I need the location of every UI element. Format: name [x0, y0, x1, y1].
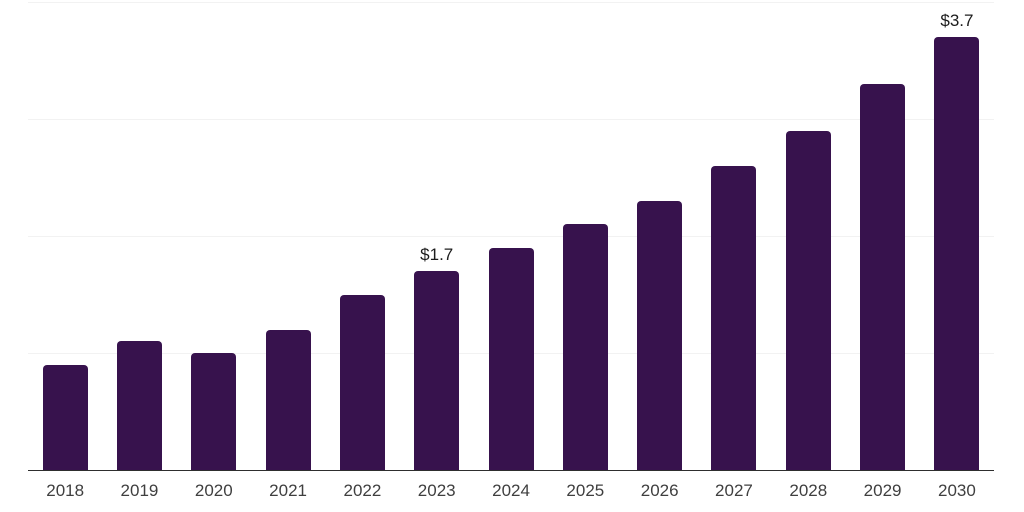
- x-axis-label-2022: 2022: [343, 481, 382, 500]
- bar-2019: [116, 341, 162, 470]
- bar-column-2023: $1.7: [400, 2, 474, 470]
- bar-2025: [562, 224, 608, 470]
- bar-2027: [711, 165, 757, 470]
- gridline-3: [28, 119, 994, 120]
- x-axis-label-2023: 2023: [417, 481, 456, 500]
- bar-column-2026: [623, 2, 697, 470]
- bar-column-2019: [102, 2, 176, 470]
- bar-column-2027: [697, 2, 771, 470]
- bar-2018: [42, 364, 88, 470]
- bar-column-2025: [548, 2, 622, 470]
- bar-2029: [860, 83, 906, 470]
- bar-2022: [339, 294, 385, 470]
- bar-2024: [488, 247, 534, 470]
- x-axis-labels: 2018 2019 2020 2021 2022 2023 2024 2025 2026 2027…: [28, 481, 994, 501]
- x-axis-label-2020: 2020: [194, 481, 233, 500]
- gridline-2: [28, 236, 994, 237]
- bar-column-2020: [177, 2, 251, 470]
- x-axis-label-2028: 2028: [789, 481, 828, 500]
- x-axis-label-2021: 2021: [269, 481, 307, 500]
- bar-column-2024: [474, 2, 548, 470]
- plot-area: $1.7 $3.7: [28, 2, 994, 471]
- x-axis-label-2019: 2019: [120, 481, 159, 500]
- x-axis-label-2018: 2018: [46, 481, 85, 500]
- bar-value-label-2030: $3.7: [940, 11, 974, 31]
- bar-value-label-2023: $1.7: [420, 245, 454, 265]
- bar-column-2022: [325, 2, 399, 470]
- gridline-4: [28, 2, 994, 3]
- bar-column-2021: [251, 2, 325, 470]
- x-axis-label-2024: 2024: [492, 481, 530, 500]
- bar-2028: [785, 130, 831, 470]
- bar-2030: [934, 37, 980, 470]
- x-axis-label-2030: 2030: [937, 481, 976, 500]
- x-axis-label-2029: 2029: [863, 481, 902, 500]
- x-axis-line: [28, 470, 994, 471]
- x-axis-label-2026: 2026: [640, 481, 679, 500]
- bar-column-2030: $3.7: [920, 2, 994, 470]
- bar-2021: [265, 329, 311, 470]
- bar-column-2028: [771, 2, 845, 470]
- x-axis-label-2027: 2027: [715, 481, 753, 500]
- bars-group: $1.7 $3.7: [28, 2, 994, 470]
- bar-2020: [191, 353, 237, 470]
- bar-column-2029: [845, 2, 919, 470]
- bar-2026: [637, 200, 683, 470]
- bar-column-2018: [28, 2, 102, 470]
- x-axis-label-2025: 2025: [566, 481, 605, 500]
- bar-2023: [414, 271, 460, 470]
